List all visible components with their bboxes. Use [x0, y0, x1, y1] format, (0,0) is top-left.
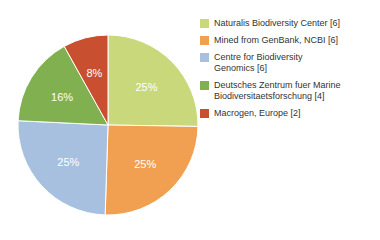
html-text:Mined from GenBank, NCBI [6]: Mined from GenBank, NCBI [6]: [214, 35, 339, 45]
svg-text:16%: 16%: [51, 91, 73, 103]
svg-text:25%: 25%: [135, 81, 157, 93]
svg-text:25%: 25%: [57, 156, 79, 168]
html-text:Genomics [6]: Genomics [6]: [214, 63, 267, 73]
svg-text:8%: 8%: [86, 67, 102, 79]
html-text:Naturalis Biodiversity Center: Naturalis Biodiversity Center [6]: [214, 18, 341, 28]
html-text:Biodiversitaetsforschung [4]: Biodiversitaetsforschung [4]: [214, 91, 325, 101]
html-text:Centre for Biodiversity: Centre for Biodiversity: [214, 52, 303, 62]
html-text:Macrogen, Europe [2]: Macrogen, Europe [2]: [214, 108, 301, 118]
svg-text:25%: 25%: [134, 158, 156, 170]
html-text:Deutsches Zentrum fuer Marine: Deutsches Zentrum fuer Marine: [214, 80, 341, 90]
